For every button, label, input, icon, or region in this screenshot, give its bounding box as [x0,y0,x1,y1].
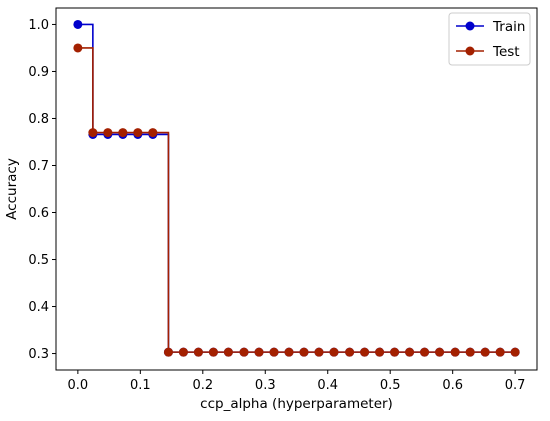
x-tick-label: 0.2 [192,378,213,393]
series-layer [73,19,520,357]
y-tick-label: 0.9 [28,65,49,80]
test-marker [239,347,249,357]
test-marker [73,43,83,53]
y-tick-label: 0.8 [28,112,49,127]
test-marker [133,128,143,138]
test-marker [375,347,385,357]
legend: Train Test [448,12,531,66]
test-marker [450,347,460,357]
legend-train-label: Train [492,19,525,35]
x-tick-label: 0.3 [255,378,276,393]
test-marker [329,347,339,357]
x-tick-label: 0.6 [442,378,463,393]
test-marker [465,347,475,357]
test-marker [314,347,324,357]
test-marker [390,347,400,357]
x-tick-label: 0.7 [505,378,526,393]
test-marker [269,347,279,357]
test-marker [193,347,203,357]
test-marker [254,347,264,357]
train-marker [73,19,83,29]
test-marker [178,347,188,357]
x-tick-label: 0.4 [317,378,338,393]
test-marker [495,347,505,357]
legend-test-label: Test [492,44,520,60]
y-tick-label: 0.6 [28,206,49,221]
x-axis-label: ccp_alpha (hyperparameter) [200,396,393,412]
x-tick-label: 0.5 [380,378,401,393]
legend-train-marker [465,21,475,31]
test-marker [163,347,173,357]
test-step-line [77,47,516,353]
legend-test-marker [465,46,475,56]
y-tick-label: 0.5 [28,253,49,268]
test-marker [405,347,415,357]
test-marker [345,347,355,357]
y-axis-label: Accuracy [4,158,20,220]
y-tick-label: 0.3 [28,347,49,362]
x-axis-ticks: 0.0 0.1 0.2 0.3 0.4 0.5 0.6 0.7 [68,370,526,393]
x-tick-label: 0.1 [130,378,151,393]
test-marker [148,128,158,138]
test-marker [435,347,445,357]
test-marker [88,128,98,138]
test-marker [510,347,520,357]
test-marker [420,347,430,357]
plot-frame [55,7,538,371]
test-marker [118,128,128,138]
test-marker [284,347,294,357]
y-tick-label: 1.0 [28,18,49,33]
x-tick-label: 0.0 [68,378,89,393]
test-marker [103,128,113,138]
y-tick-label: 0.7 [28,159,49,174]
test-marker [208,347,218,357]
test-marker [223,347,233,357]
y-tick-label: 0.4 [28,300,49,315]
train-step-line [77,23,516,353]
test-marker [360,347,370,357]
y-axis-ticks: 0.3 0.4 0.5 0.6 0.7 0.8 0.9 1.0 [28,18,56,362]
test-marker [480,347,490,357]
test-marker [299,347,309,357]
